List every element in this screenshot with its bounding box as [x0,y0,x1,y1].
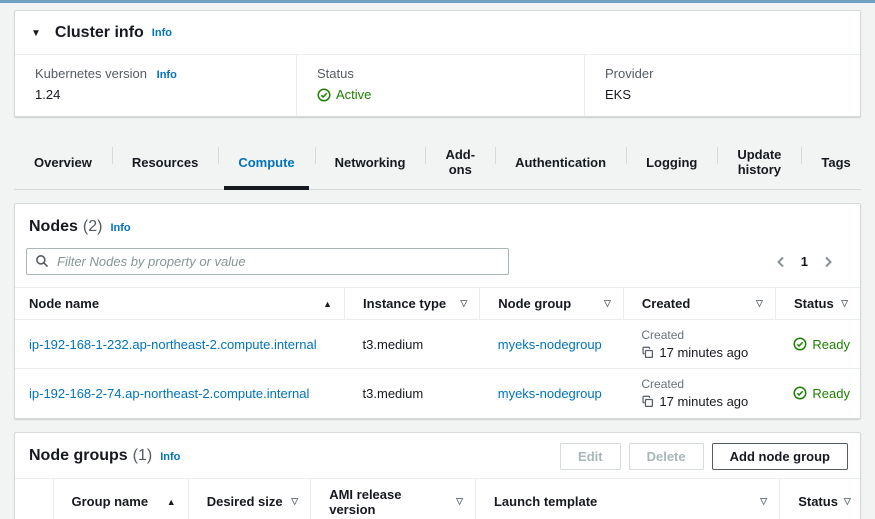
sort-icon[interactable]: ▽ [756,298,763,308]
chevron-right-icon [825,256,832,267]
cluster-info-title: Cluster info [54,24,144,41]
sort-icon[interactable]: ▽ [760,496,768,506]
node-groups-table: Group name ▲ Desired size ▽ AMI release ve… [15,477,860,519]
nodes-title: Nodes [29,218,78,235]
instance-type-value: t3.medium [362,385,424,401]
status-success-icon [317,87,331,102]
selection-column-header [15,477,54,519]
top-accent-bar [0,0,875,3]
sort-icon[interactable]: ▽ [603,298,611,308]
status-label: Status [317,66,354,81]
status-success-icon [793,386,807,400]
edit-button[interactable]: Edit [560,442,621,470]
nodes-panel: Nodes (2) Info 1 Node name▲ Instance typ… [14,203,861,419]
column-header-node-group[interactable]: Node group ▽ [479,287,624,320]
column-header-status[interactable]: Status ▽ [779,477,860,519]
status-value: Active [336,87,372,102]
created-time: 17 minutes ago [659,345,749,360]
cluster-info-panel: ▼ Cluster info Info Kubernetes version I… [14,10,861,117]
status-badge: Ready [793,386,850,401]
sort-ascending-icon[interactable]: ▲ [166,496,176,507]
sort-ascending-icon[interactable]: ▲ [323,298,333,309]
sort-icon[interactable]: ▽ [460,298,468,308]
created-time: 17 minutes ago [659,394,749,410]
created-label: Created [641,377,685,392]
node-group-link[interactable]: myeks-nodegroup [497,385,602,401]
cluster-info-info-link[interactable]: Info [151,27,172,39]
created-label: Created [641,328,685,342]
tab-resources[interactable]: Resources [111,137,218,189]
node-group-link[interactable]: myeks-nodegroup [497,336,602,352]
nodes-filter-input[interactable] [26,248,509,275]
nodes-count: (2) [82,218,103,235]
instance-type-value: t3.medium [344,319,480,369]
sort-icon[interactable]: ▽ [843,496,851,506]
status-success-icon [793,337,807,351]
tab-update-history[interactable]: Update history [717,137,801,189]
current-page-number[interactable]: 1 [800,254,808,269]
node-groups-info-link[interactable]: Info [160,451,181,463]
delete-button[interactable]: Delete [628,442,704,470]
tab-tags[interactable]: Tags [801,137,870,189]
node-name-link[interactable]: ip-192-168-2-74.ap-northeast-2.compute.i… [29,385,310,401]
kubernetes-version-info-link[interactable]: Info [156,69,177,81]
collapse-caret-icon[interactable]: ▼ [31,27,41,39]
search-icon [36,255,49,268]
column-header-created[interactable]: Created ▽ [622,287,776,320]
kubernetes-version-label: Kubernetes version [35,66,148,81]
cluster-info-body: Kubernetes version Info 1.24 Status Acti… [15,54,860,116]
node-groups-title: Node groups [29,447,128,464]
sort-icon[interactable]: ▽ [456,496,463,506]
kubernetes-version-value: 1.24 [35,87,61,102]
add-node-group-button[interactable]: Add node group [711,442,848,470]
tab-authentication[interactable]: Authentication [495,137,626,189]
provider-label: Provider [605,66,654,81]
sort-icon[interactable]: ▽ [841,298,848,308]
tab-compute[interactable]: Compute [218,137,314,190]
copy-icon[interactable] [641,395,654,408]
column-header-node-name[interactable]: Node name ▲ [15,287,345,320]
status-badge: Ready [793,337,850,352]
column-header-instance-type[interactable]: Instance type ▽ [344,287,480,320]
nodes-info-link[interactable]: Info [110,222,131,234]
nodes-pagination: 1 [773,253,836,271]
kubernetes-version-field: Kubernetes version Info 1.24 [15,55,296,116]
cluster-tabs: Overview Resources Compute Networking Ad… [14,137,861,190]
chevron-left-icon [776,256,784,267]
column-header-status[interactable]: Status ▽ [774,287,860,320]
column-header-launch-template[interactable]: Launch template ▽ [474,477,780,519]
tab-logging[interactable]: Logging [626,137,717,189]
column-header-group-name[interactable]: Group name ▲ [52,477,189,519]
status-field: Status Active [296,55,584,116]
table-row: ip-192-168-1-232.ap-northeast-2.compute.… [15,319,860,369]
sort-icon[interactable]: ▽ [291,496,299,506]
column-header-desired-size[interactable]: Desired size ▽ [187,477,311,519]
table-row: ip-192-168-2-74.ap-northeast-2.compute.i… [15,369,860,418]
node-name-link[interactable]: ip-192-168-1-232.ap-northeast-2.compute.… [29,336,317,352]
cluster-info-header[interactable]: ▼ Cluster info Info [15,11,860,54]
tab-overview[interactable]: Overview [14,137,112,189]
node-groups-count: (1) [132,447,153,464]
tab-add-ons[interactable]: Add-ons [425,137,495,189]
nodes-table: Node name ▲ Instance type ▽ Node group ▽ Cr… [15,287,860,418]
provider-field: Provider EKS [584,55,860,116]
next-page-button[interactable] [820,253,836,271]
copy-icon[interactable] [641,346,654,359]
previous-page-button[interactable] [773,253,789,271]
column-header-ami-release-version[interactable]: AMI release version ▽ [310,477,476,519]
provider-value: EKS [605,87,632,102]
tab-networking[interactable]: Networking [314,137,426,189]
node-groups-panel: Node groups (1) Info Edit Delete Add nod… [14,431,861,519]
